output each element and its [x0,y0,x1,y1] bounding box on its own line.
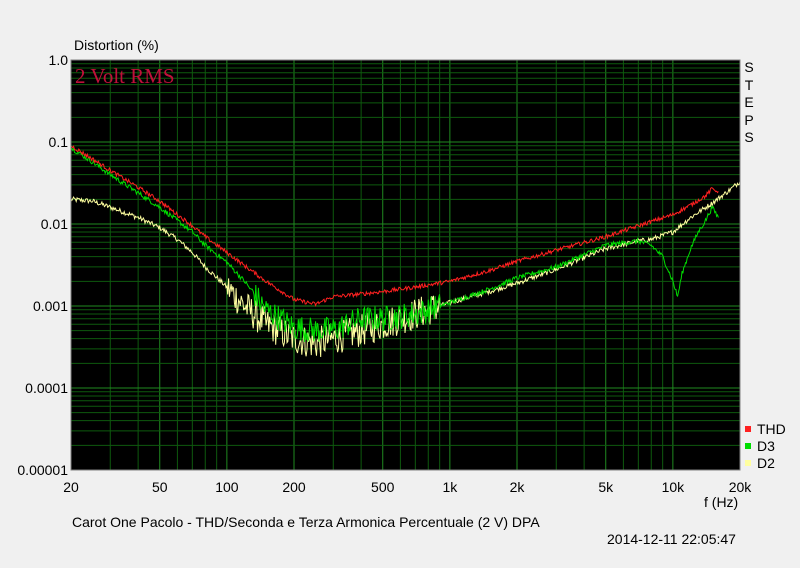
series-line-d2 [70,181,741,358]
legend-label-d3: D3 [757,437,775,454]
series-line-thd [70,145,719,307]
legend-label-thd: THD [757,420,786,437]
chart-caption: Carot One Pacolo - THD/Seconda e Terza A… [72,514,540,530]
legend-item-thd: THD [745,420,786,437]
plot-area [71,60,740,470]
x-tick-label: 50 [152,479,168,495]
legend-item-d3: D3 [745,437,786,454]
legend-swatch-thd [745,425,751,432]
x-tick-label: 2k [510,479,526,495]
legend-item-d2: D2 [745,454,786,471]
y-tick-label: 0.1 [49,134,69,150]
legend: THD D3 D2 [745,420,786,471]
legend-swatch-d3 [745,442,751,449]
x-tick-label: 20 [63,479,79,495]
y-axis-label: Distortion (%) [74,37,159,53]
x-tick-label: 5k [598,479,614,495]
x-tick-label: 20k [729,479,753,495]
y-tick-label: 0.01 [41,216,68,232]
y-tick-label: 1.0 [49,52,69,68]
x-tick-label: 10k [662,479,686,495]
timestamp: 2014-12-11 22:05:47 [607,531,736,547]
legend-label-d2: D2 [757,454,775,471]
x-tick-label: 200 [282,479,306,495]
series-lines [70,145,741,358]
y-tick-label: 0.00001 [17,462,68,478]
x-tick-labels: 20 50 100 200 500 1k 2k 5k 10k 20k [63,479,752,495]
series-line-d3 [70,146,719,343]
y-tick-label: 0.001 [33,298,68,314]
legend-swatch-d2 [745,459,751,466]
x-tick-label: 100 [215,479,239,495]
x-tick-label: 500 [371,479,395,495]
x-axis-label: f (Hz) [704,494,739,510]
x-tick-label: 1k [442,479,458,495]
y-tick-labels: 1.0 0.1 0.01 0.001 0.0001 0.00001 [17,52,68,478]
y-tick-label: 0.0001 [25,380,68,396]
steps-label: STEPS [744,59,754,145]
plot-frame [70,59,741,471]
chart-annotation: 2 Volt RMS [75,64,175,88]
grid [70,60,741,471]
